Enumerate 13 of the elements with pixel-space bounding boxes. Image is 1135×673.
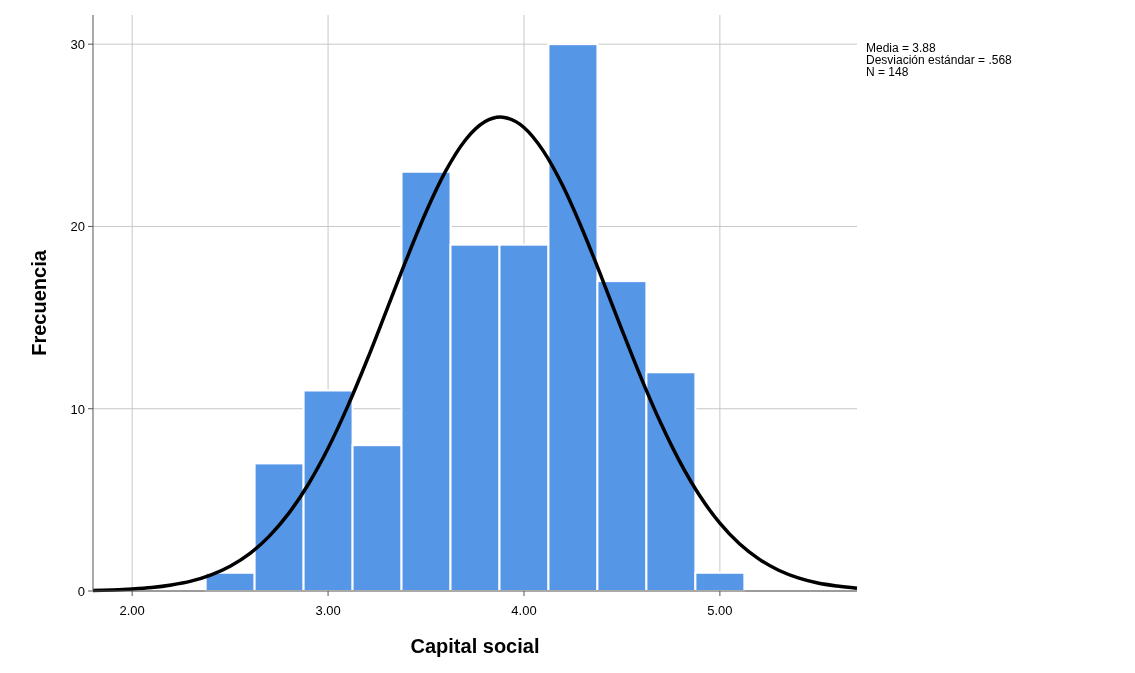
x-tick-label: 4.00	[511, 603, 537, 618]
y-tick-label: 30	[70, 37, 85, 53]
text: N = 148	[866, 65, 909, 79]
x-tick-label: 3.00	[315, 603, 341, 618]
x-axis-title: Capital social	[410, 635, 540, 657]
y-tick-label: 0	[77, 584, 85, 599]
text: Desviación estándar = .568	[866, 53, 1013, 67]
x-tick-label: 5.00	[707, 603, 733, 618]
text: Media = 3.88	[866, 41, 937, 55]
y-axis-title: Frecuencia	[28, 249, 50, 356]
y-tick-label: 20	[70, 219, 85, 235]
y-tick-label: 10	[70, 401, 85, 417]
x-tick-label: 2.00	[119, 603, 145, 618]
